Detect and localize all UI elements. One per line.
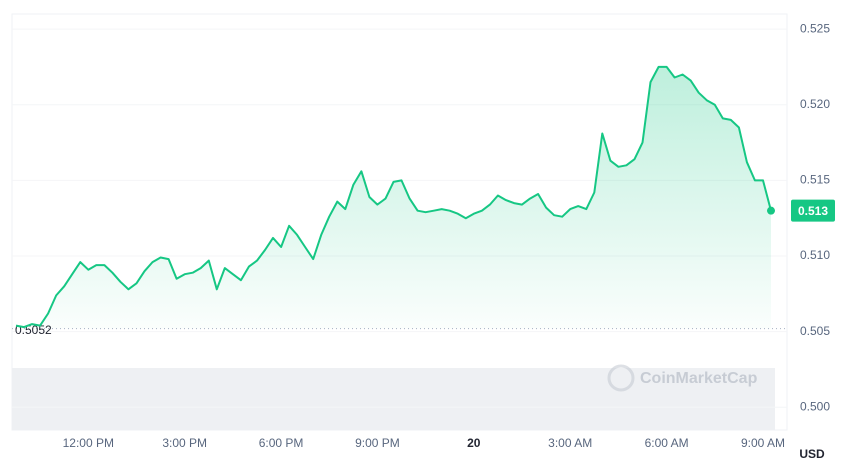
last-point xyxy=(767,206,775,215)
x-tick-label: 6:00 AM xyxy=(645,436,689,450)
volume-band xyxy=(12,368,775,430)
x-tick-label: 12:00 PM xyxy=(63,436,114,450)
price-tag-label: 0.513 xyxy=(798,204,828,218)
x-tick-label: 9:00 PM xyxy=(355,436,400,450)
x-tick-label: 20 xyxy=(467,436,481,450)
watermark-logo xyxy=(607,364,635,392)
watermark: CoinMarketCap xyxy=(640,370,758,387)
y-tick-label: 0.510 xyxy=(800,248,830,262)
area xyxy=(16,66,771,329)
x-tick-label: 3:00 AM xyxy=(548,436,592,450)
price-tag xyxy=(791,199,835,222)
y-tick-label: 0.500 xyxy=(800,399,830,413)
price-line xyxy=(15,65,772,329)
y-tick-label: 0.525 xyxy=(800,21,830,35)
x-tick-label: 6:00 PM xyxy=(259,436,304,450)
y-unit: USD xyxy=(799,447,825,461)
x-tick-label: 3:00 PM xyxy=(162,436,207,450)
x-tick-label: 9:00 AM xyxy=(741,436,785,450)
y-tick-label: 0.505 xyxy=(800,324,830,338)
y-tick-label: 0.515 xyxy=(800,173,830,187)
y-tick-label: 0.520 xyxy=(800,97,830,111)
